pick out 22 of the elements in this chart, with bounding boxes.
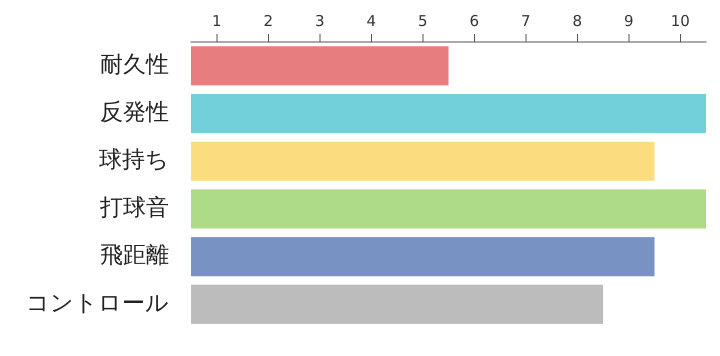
x-tick-label: 2 [263,12,274,30]
x-tick-label: 6 [469,12,480,30]
y-tick-label: コントロール [26,290,169,316]
x-tick-label: 7 [520,12,531,30]
x-tick-label: 9 [624,12,634,30]
x-tick-label: 8 [572,12,582,30]
x-tick-label: 10 [670,12,690,30]
y-tick-label: 打球音 [99,194,169,221]
y-tick-label: 耐久性 [100,52,169,78]
bar [191,189,706,229]
bar [191,284,603,324]
x-tick-label: 1 [212,12,222,30]
x-tick-label: 4 [366,12,376,30]
y-tick-label: 反発性 [100,100,169,126]
x-tick-label: 5 [418,12,428,30]
y-tick-label: 飛距離 [100,242,169,269]
bar [191,94,706,134]
x-tick-label: 3 [314,12,325,30]
y-tick-label: 球持ち [99,147,169,174]
bar [191,142,654,181]
bar [191,237,654,276]
bar [191,46,448,86]
